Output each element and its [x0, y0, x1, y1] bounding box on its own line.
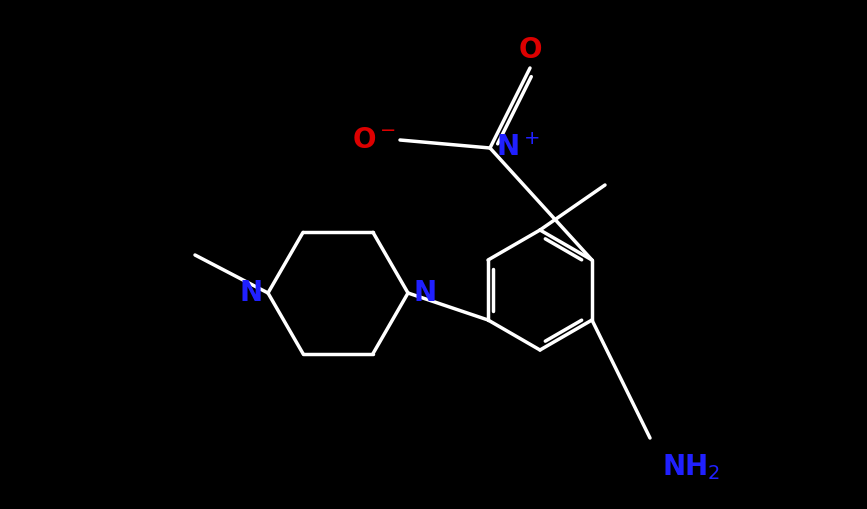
Text: N: N [413, 279, 436, 307]
Text: O$^-$: O$^-$ [352, 126, 396, 154]
Text: N$^+$: N$^+$ [496, 134, 539, 162]
Text: NH$_2$: NH$_2$ [662, 452, 720, 482]
Text: O: O [518, 36, 542, 64]
Text: N: N [240, 279, 263, 307]
